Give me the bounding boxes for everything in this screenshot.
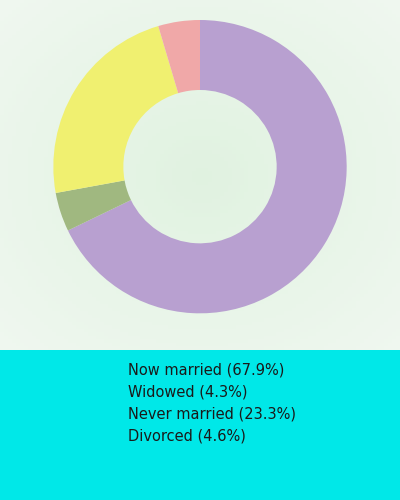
Text: Now married (67.9%): Now married (67.9%): [128, 362, 284, 378]
Wedge shape: [68, 20, 347, 314]
Wedge shape: [158, 20, 200, 93]
Wedge shape: [53, 26, 178, 193]
Text: Widowed (4.3%): Widowed (4.3%): [128, 384, 248, 400]
Text: Never married (23.3%): Never married (23.3%): [128, 406, 296, 422]
Text: Divorced (4.6%): Divorced (4.6%): [128, 428, 246, 444]
Wedge shape: [56, 180, 131, 230]
